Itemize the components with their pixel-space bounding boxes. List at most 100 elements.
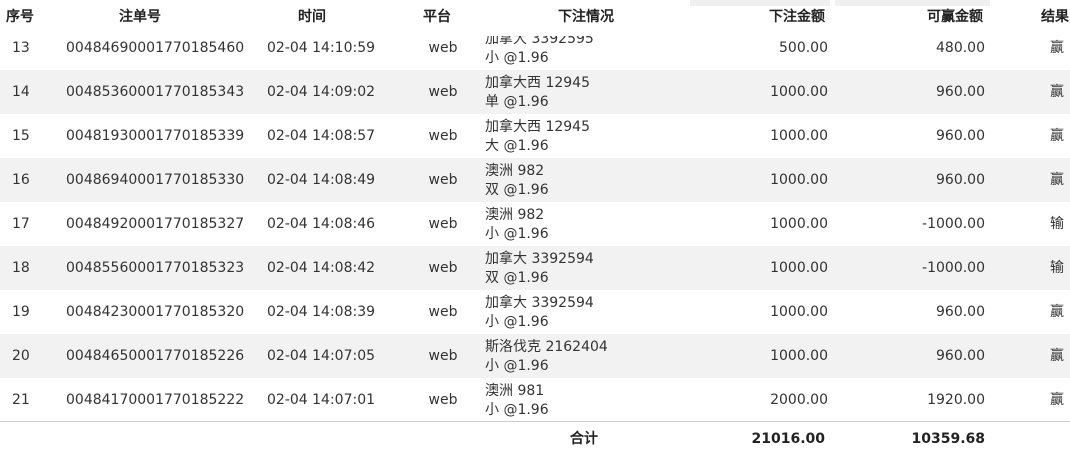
row-index: 17 <box>12 216 30 232</box>
result: 输 <box>1050 216 1064 232</box>
result: 赢 <box>1050 84 1064 100</box>
platform: web <box>428 216 458 232</box>
bet-time: 02-04 14:08:49 <box>267 172 376 188</box>
column-header: 注单号 <box>119 9 161 25</box>
bet-amount: 500.00 <box>779 40 828 56</box>
bet-time: 02-04 14:07:05 <box>267 348 376 364</box>
platform: web <box>428 260 458 276</box>
bet-time: 02-04 14:09:02 <box>267 84 376 100</box>
row-index: 18 <box>12 260 30 276</box>
row-index: 15 <box>12 128 30 144</box>
bet-amount: 1000.00 <box>770 84 828 100</box>
result: 赢 <box>1050 392 1064 408</box>
bet-time: 02-04 14:08:42 <box>267 260 376 276</box>
row-index: 16 <box>12 172 30 188</box>
order-number: 00485560001770185323 <box>66 260 245 276</box>
row-index: 20 <box>12 348 30 364</box>
total-amount: 21016.00 <box>751 431 825 447</box>
total-win: 10359.68 <box>911 431 985 447</box>
platform: web <box>428 40 458 56</box>
column-header: 时间 <box>298 9 326 25</box>
bet-detail: 斯洛伐克 2162404 <box>485 339 608 355</box>
result: 赢 <box>1050 128 1064 144</box>
row-index: 13 <box>12 40 30 56</box>
bet-detail: 小 @1.96 <box>485 50 549 66</box>
table-header: 序号 注单号 时间 平台 下注情况 下注金额 可赢金额 结果 <box>0 0 1070 36</box>
win-amount: 480.00 <box>936 40 985 56</box>
bet-detail: 小 @1.96 <box>485 314 549 330</box>
row-index: 14 <box>12 84 30 100</box>
table-row: 19 00484230001770185320 02-04 14:08:39 web 1… <box>0 290 1070 334</box>
bet-amount: 1000.00 <box>770 216 828 232</box>
bet-amount: 1000.00 <box>770 260 828 276</box>
table-row: 21 00484170001770185222 02-04 14:07:01 web 2… <box>0 378 1070 422</box>
order-number: 00484650001770185226 <box>66 348 245 364</box>
bet-amount: 1000.00 <box>770 128 828 144</box>
bet-detail: 单 @1.96 <box>485 94 549 110</box>
win-amount: 960.00 <box>936 128 985 144</box>
total-label: 合计 <box>570 431 598 447</box>
bet-detail: 加拿大西 12945 <box>485 75 590 91</box>
bet-time: 02-04 14:08:57 <box>267 128 376 144</box>
row-index: 21 <box>12 392 30 408</box>
platform: web <box>428 128 458 144</box>
table-row: 16 00486940001770185330 02-04 14:08:49 web 1… <box>0 158 1070 202</box>
win-amount: 960.00 <box>936 348 985 364</box>
header-shade <box>835 0 990 6</box>
platform: web <box>428 392 458 408</box>
bet-detail: 大 @1.96 <box>485 138 549 154</box>
column-header: 结果 <box>1041 9 1069 25</box>
result: 赢 <box>1050 348 1064 364</box>
order-number: 00484230001770185320 <box>66 304 245 320</box>
order-number: 00484690001770185460 <box>66 40 245 56</box>
order-number: 00484170001770185222 <box>66 392 245 408</box>
bet-amount: 1000.00 <box>770 172 828 188</box>
bet-time: 02-04 14:08:39 <box>267 304 376 320</box>
result: 赢 <box>1050 172 1064 188</box>
win-amount: -1000.00 <box>922 260 985 276</box>
order-number: 00485360001770185343 <box>66 84 245 100</box>
result: 输 <box>1050 260 1064 276</box>
bet-detail: 双 @1.96 <box>485 182 549 198</box>
platform: web <box>428 304 458 320</box>
column-header: 可赢金额 <box>927 9 983 25</box>
order-number: 00484920001770185327 <box>66 216 245 232</box>
bet-detail: 澳洲 982 <box>485 163 545 179</box>
result: 赢 <box>1050 40 1064 56</box>
column-header: 序号 <box>6 9 34 25</box>
bet-amount: 2000.00 <box>770 392 828 408</box>
platform: web <box>428 172 458 188</box>
bet-time: 02-04 14:07:01 <box>267 392 376 408</box>
column-header: 平台 <box>423 9 451 25</box>
win-amount: -1000.00 <box>922 216 985 232</box>
bet-detail: 加拿大 3392594 <box>485 251 594 267</box>
platform: web <box>428 84 458 100</box>
bet-detail: 小 @1.96 <box>485 226 549 242</box>
table-row: 17 00484920001770185327 02-04 14:08:46 web 1… <box>0 202 1070 246</box>
win-amount: 960.00 <box>936 304 985 320</box>
column-header: 下注金额 <box>769 9 825 25</box>
win-amount: 1920.00 <box>927 392 985 408</box>
bet-detail: 小 @1.96 <box>485 358 549 374</box>
bet-detail: 澳洲 981 <box>485 383 545 399</box>
bet-detail: 澳洲 982 <box>485 207 545 223</box>
row-index: 19 <box>12 304 30 320</box>
table-row: 14 00485360001770185343 02-04 14:09:02 web 1… <box>0 70 1070 114</box>
platform: web <box>428 348 458 364</box>
result: 赢 <box>1050 304 1064 320</box>
bet-detail: 小 @1.96 <box>485 402 549 418</box>
win-amount: 960.00 <box>936 84 985 100</box>
column-header: 下注情况 <box>558 9 614 25</box>
bet-amount: 1000.00 <box>770 304 828 320</box>
order-number: 00481930001770185339 <box>66 128 245 144</box>
bet-detail: 双 @1.96 <box>485 270 549 286</box>
bet-time: 02-04 14:08:46 <box>267 216 376 232</box>
bet-time: 02-04 14:10:59 <box>267 40 376 56</box>
bet-detail: 加拿大 3392594 <box>485 295 594 311</box>
bet-amount: 1000.00 <box>770 348 828 364</box>
order-number: 00486940001770185330 <box>66 172 245 188</box>
win-amount: 960.00 <box>936 172 985 188</box>
table-row: 20 00484650001770185226 02-04 14:07:05 web 1… <box>0 334 1070 378</box>
bet-detail: 加拿大西 12945 <box>485 119 590 135</box>
